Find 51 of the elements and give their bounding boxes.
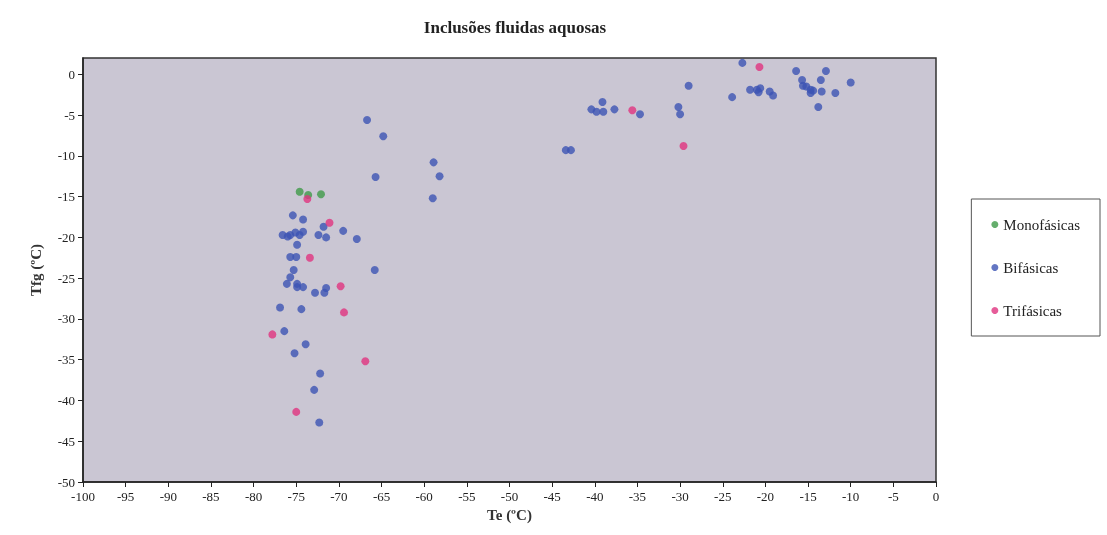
x-tick-label: -20 [756,489,775,504]
y-tick-label: -30 [57,311,75,327]
legend-label: Trifásicas [1003,302,1063,319]
y-tick-label: -15 [57,189,75,205]
x-tick-label: -85 [202,489,220,504]
point [295,187,304,196]
y-tick-label: -45 [57,433,75,449]
point [628,106,637,115]
point [292,407,301,416]
x-tick-label: -90 [159,489,177,504]
x-tick-label: -80 [244,489,263,504]
x-tick-label: -55 [458,489,476,504]
y-tick-label: -5 [64,107,75,123]
point [679,142,688,151]
point [305,253,314,262]
y-tick-label: -50 [57,474,75,490]
x-tick-label: -75 [287,489,305,504]
y-tick-label: 0 [68,66,75,82]
x-tick-label: -35 [628,489,647,504]
point [268,330,277,339]
x-tick-label: -100 [71,489,95,504]
x-tick-label: -15 [799,489,817,504]
point [336,282,345,291]
legend-label: Bifásicas [1003,259,1059,276]
x-tick-label: -60 [415,489,433,504]
chart-title: Inclusões fluidas aquosas [423,18,607,37]
x-tick-label: 0 [932,489,940,504]
x-tick-label: -10 [842,489,860,504]
y-tick-label: -35 [57,352,75,368]
x-tick-label: -65 [372,489,391,504]
point [303,195,312,204]
x-tick-label: -25 [714,489,732,504]
point [755,62,764,71]
x-tick-label: -5 [887,489,899,504]
y-tick-label: -10 [57,148,75,164]
y-tick-label: -25 [57,270,75,286]
legend-label: Monofásicas [1003,216,1081,233]
y-tick-label: -20 [57,229,75,245]
y-axis-title: Tfg (ºC) [27,243,45,297]
point [325,218,334,227]
x-tick-label: -50 [500,489,519,504]
point [317,190,325,199]
x-tick-label: -30 [671,489,689,504]
point [361,357,370,366]
point [340,308,349,317]
x-axis-title: Te (ºC) [487,507,532,525]
x-tick-label: -40 [586,489,604,504]
x-tick-label: -70 [330,489,348,504]
x-tick-label: -45 [543,489,561,504]
y-tick-label: -40 [57,392,75,408]
x-tick-label: -95 [116,489,135,504]
